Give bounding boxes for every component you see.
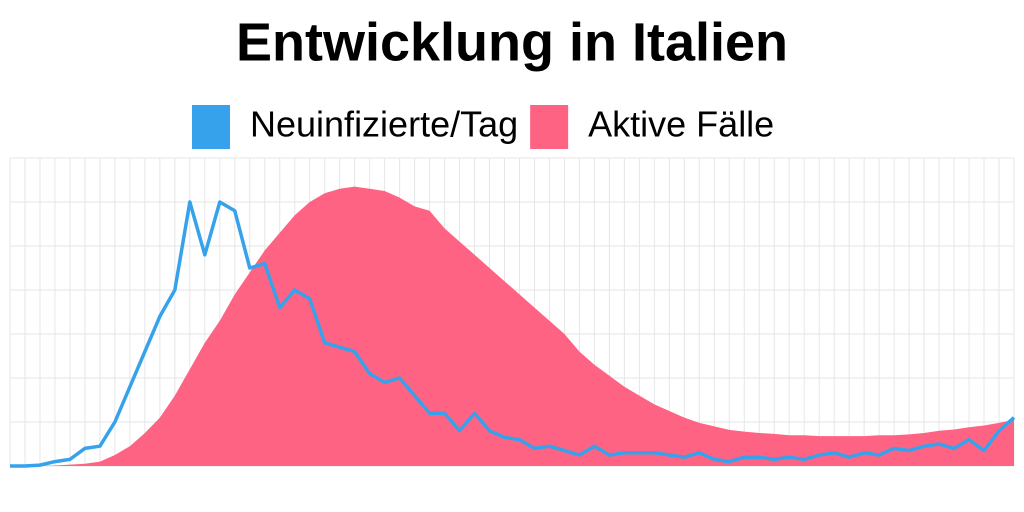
legend-label: Aktive Fälle [588, 104, 774, 145]
area [10, 186, 1014, 466]
legend-swatch [530, 105, 569, 149]
legend-label: Neuinfizierte/Tag [250, 104, 518, 145]
chart-title: Entwicklung in Italien [236, 12, 788, 72]
legend-swatch [192, 105, 230, 149]
line [10, 200, 1016, 468]
